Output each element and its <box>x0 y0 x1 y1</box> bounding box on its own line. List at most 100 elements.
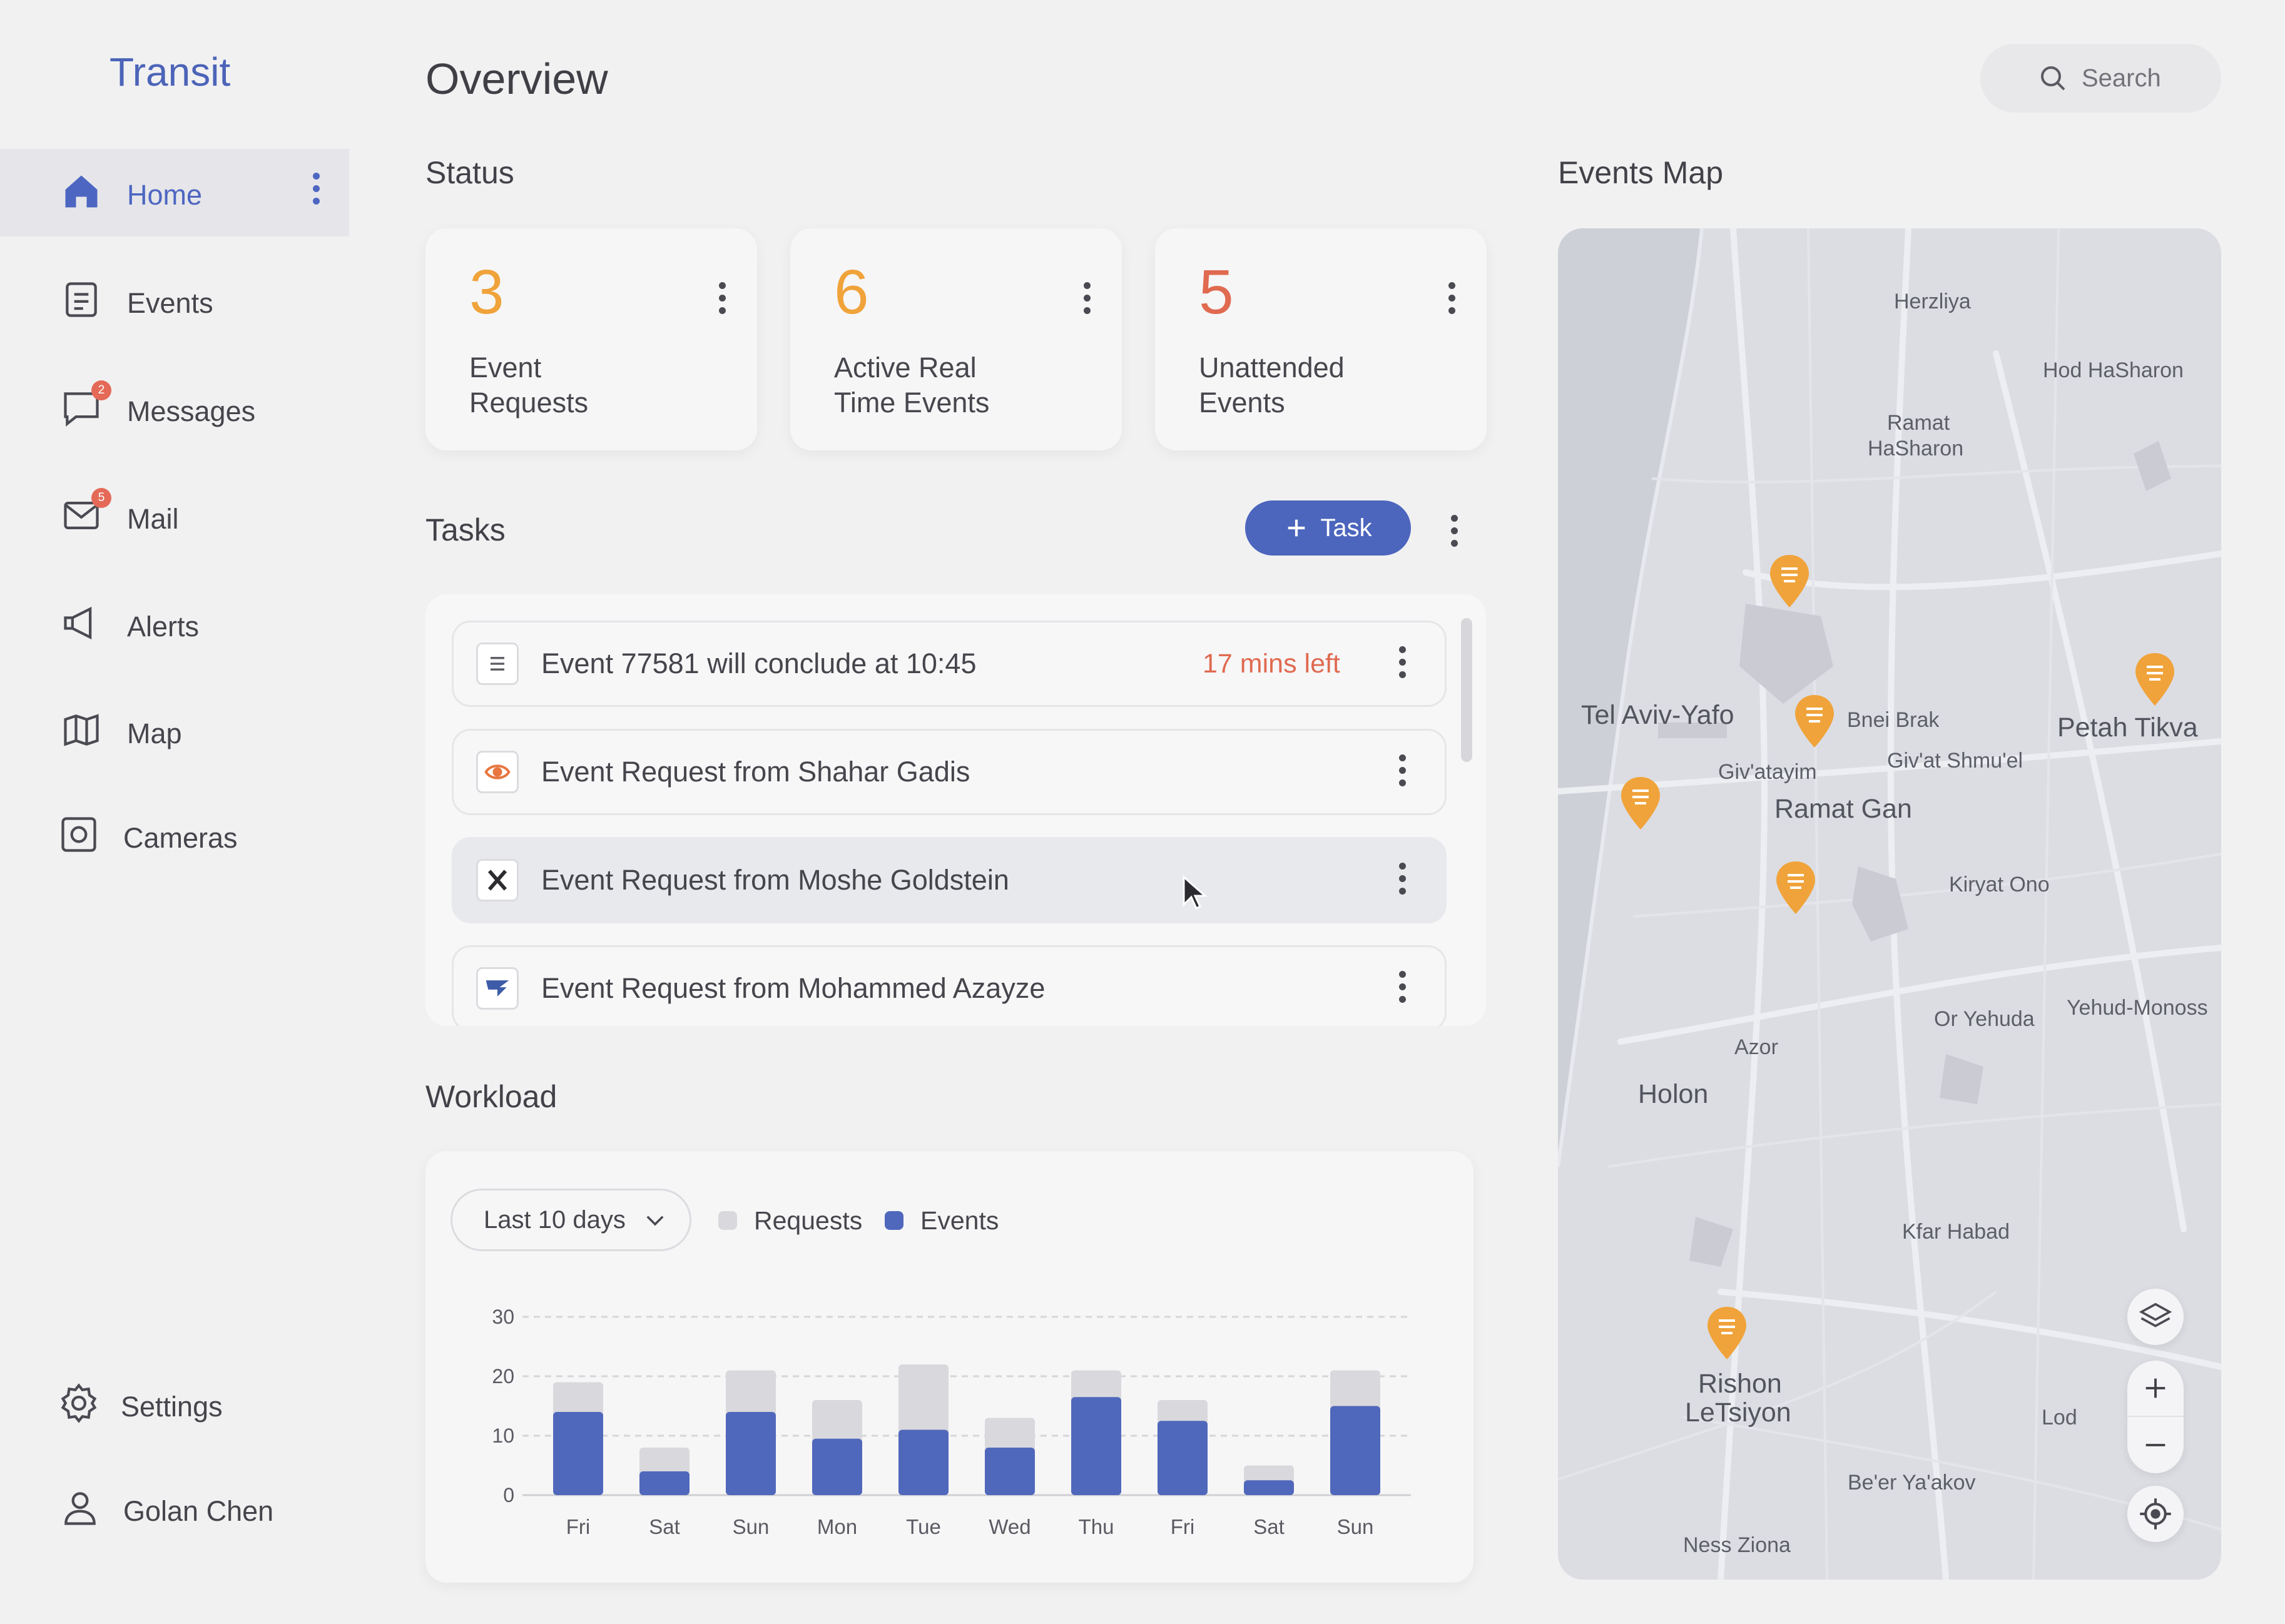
map-label: Be'er Ya'akov <box>1848 1471 1976 1495</box>
sidebar-item-messages[interactable]: 2 Messages <box>0 365 349 453</box>
home-icon <box>60 170 103 213</box>
stat-value: 6 <box>834 257 869 327</box>
sidebar-item-alerts[interactable]: Alerts <box>0 581 349 668</box>
map-label: Bnei Brak <box>1847 708 1940 732</box>
map-label: Ramat Gan <box>1774 794 1912 824</box>
task-text: Event 77581 will conclude at 10:45 <box>541 647 977 679</box>
events-map[interactable]: Herzliya Hod HaSharon Ramat HaSharon Tel… <box>1558 228 2221 1580</box>
task-list[interactable]: Event 77581 will conclude at 10:45 17 mi… <box>425 594 1486 1026</box>
task-row[interactable]: Event 77581 will conclude at 10:45 17 mi… <box>452 621 1447 707</box>
stat-label-line1: Unattended <box>1199 352 1345 383</box>
status-title: Status <box>425 155 514 190</box>
map-zoom-control <box>2127 1361 2184 1473</box>
task-more-icon[interactable] <box>1397 863 1407 895</box>
bar-events <box>1244 1480 1294 1495</box>
sidebar-item-label: Events <box>127 287 213 319</box>
map-label: Petah Tikva <box>2057 713 2198 743</box>
status-card-event-requests[interactable]: 3 Event Requests <box>425 228 757 450</box>
sidebar-item-label: Cameras <box>123 822 238 854</box>
map-locate-button[interactable] <box>2127 1486 2184 1542</box>
tasks-more-icon[interactable] <box>1449 515 1459 547</box>
megaphone-icon <box>60 602 103 644</box>
x-tick-label: Fri <box>566 1515 590 1538</box>
map-icon <box>60 709 103 751</box>
page-title: Overview <box>425 54 608 103</box>
range-select[interactable]: Last 10 days <box>450 1189 691 1251</box>
legend-events-label: Events <box>920 1206 999 1235</box>
bar-events <box>726 1412 776 1495</box>
bar-events <box>639 1471 690 1495</box>
gear-icon <box>58 1382 100 1424</box>
map-label: Ness Ziona <box>1683 1533 1791 1557</box>
tasks-title: Tasks <box>425 512 506 547</box>
sidebar-item-map[interactable]: Map <box>0 688 349 775</box>
card-more-icon[interactable] <box>1447 282 1457 314</box>
card-more-icon[interactable] <box>717 282 727 314</box>
eye-icon <box>476 751 519 793</box>
task-row[interactable]: Event Request from Mohammed Azayze <box>452 945 1447 1026</box>
plus-icon <box>1288 519 1305 537</box>
map-label: Kfar Habad <box>1902 1220 2010 1244</box>
x-tick-label: Thu <box>1079 1515 1114 1538</box>
messages-badge: 2 <box>91 380 111 400</box>
map-label: Yehud-Monoss <box>2067 996 2208 1020</box>
map-pin-icon[interactable] <box>2133 651 2177 708</box>
bar-events <box>553 1412 603 1495</box>
task-more-icon[interactable] <box>1397 754 1407 786</box>
list-icon <box>476 642 519 685</box>
app-brand[interactable]: Transit <box>109 49 231 94</box>
status-card-unattended[interactable]: 5 Unattended Events <box>1155 228 1487 450</box>
map-pin-icon[interactable] <box>1619 774 1662 832</box>
legend-events-swatch <box>885 1211 903 1230</box>
airline-icon <box>476 967 519 1010</box>
sidebar-home-more-icon[interactable] <box>311 173 321 205</box>
map-label: HaSharon <box>1868 437 1964 460</box>
range-select-value: Last 10 days <box>484 1205 626 1234</box>
x-tick-label: Sat <box>649 1515 680 1538</box>
map-layers-button[interactable] <box>2127 1289 2184 1345</box>
sidebar-item-label: Home <box>127 179 203 211</box>
search-input[interactable]: Search <box>1980 44 2221 113</box>
map-pin-icon[interactable] <box>1768 552 1811 610</box>
card-more-icon[interactable] <box>1082 282 1092 314</box>
add-task-button[interactable]: Task <box>1245 500 1411 556</box>
map-label: LeTsiyon <box>1685 1398 1791 1428</box>
status-card-active-events[interactable]: 6 Active Real Time Events <box>790 228 1122 450</box>
map-label: Giv'atayim <box>1718 760 1817 784</box>
task-list-scrollbar[interactable] <box>1461 618 1472 762</box>
x-logo-icon <box>476 859 519 901</box>
map-pin-icon[interactable] <box>1705 1304 1749 1362</box>
stat-label-line2: Events <box>1199 387 1285 419</box>
map-pin-icon[interactable] <box>1793 693 1836 750</box>
map-zoom-in-button[interactable] <box>2127 1361 2184 1417</box>
user-icon <box>59 1486 101 1529</box>
map-pin-icon[interactable] <box>1774 859 1818 916</box>
layers-icon <box>2139 1302 2172 1327</box>
sidebar-item-mail[interactable]: 5 Mail <box>0 473 349 561</box>
task-more-icon[interactable] <box>1397 971 1407 1003</box>
task-time-left: 17 mins left <box>1203 649 1340 679</box>
sidebar-settings-label: Settings <box>121 1391 223 1423</box>
bar-events <box>1158 1421 1208 1495</box>
y-tick-label: 20 <box>492 1365 514 1388</box>
y-tick-label: 0 <box>503 1484 514 1506</box>
x-tick-label: Sat <box>1253 1515 1285 1538</box>
x-tick-label: Sun <box>1337 1515 1374 1538</box>
workload-title: Workload <box>425 1079 557 1114</box>
stat-value: 3 <box>469 257 504 327</box>
sidebar-item-cameras[interactable]: Cameras <box>0 792 349 880</box>
map-zoom-out-button[interactable] <box>2127 1417 2184 1473</box>
sidebar-item-home[interactable]: Home <box>0 149 349 236</box>
task-row[interactable]: Event Request from Moshe Goldstein <box>452 837 1447 923</box>
search-placeholder: Search <box>2082 64 2161 92</box>
map-label: Tel Aviv-Yafo <box>1581 700 1734 730</box>
stat-label-line2: Requests <box>469 387 589 419</box>
sidebar-item-settings[interactable]: Settings <box>0 1361 349 1448</box>
task-more-icon[interactable] <box>1397 646 1407 678</box>
task-row[interactable]: Event Request from Shahar Gadis <box>452 729 1447 815</box>
events-map-title: Events Map <box>1558 155 1724 190</box>
chevron-down-icon <box>646 1215 664 1226</box>
sidebar-user-profile[interactable]: Golan Chen <box>0 1465 349 1553</box>
task-text: Event Request from Shahar Gadis <box>541 756 970 788</box>
sidebar-item-events[interactable]: Events <box>0 257 349 345</box>
